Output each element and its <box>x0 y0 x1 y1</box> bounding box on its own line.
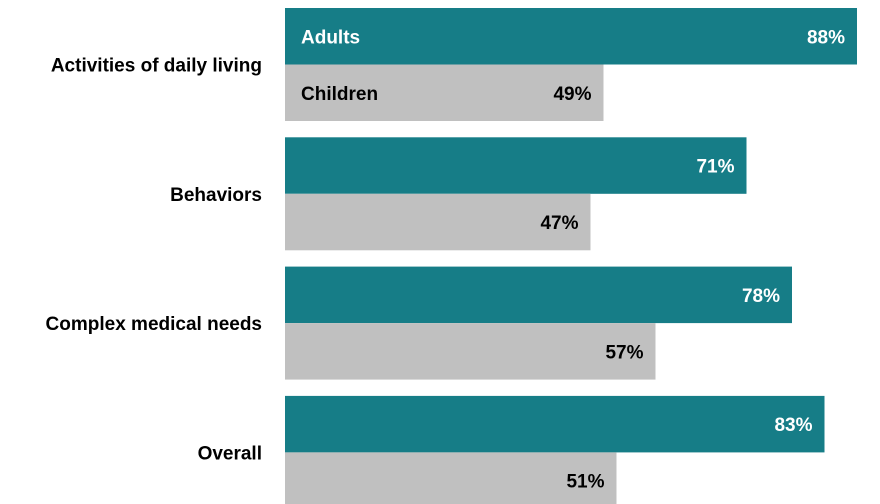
bar-children <box>285 452 617 504</box>
legend-label-children: Children <box>301 84 378 105</box>
category-label: Behaviors <box>170 185 262 206</box>
data-label: 47% <box>540 213 578 234</box>
data-label: 49% <box>553 84 591 105</box>
bar-children <box>285 323 656 380</box>
bar-children <box>285 64 604 121</box>
legend-label-adults: Adults <box>301 27 360 48</box>
data-label: 83% <box>774 415 812 436</box>
bar-adults <box>285 137 747 194</box>
bar-adults <box>285 395 825 453</box>
category-label: Activities of daily living <box>51 56 262 77</box>
data-label: 51% <box>566 472 604 493</box>
data-label: 78% <box>742 286 780 307</box>
data-label: 88% <box>807 27 845 48</box>
data-label: 57% <box>605 342 643 363</box>
category-label: Complex medical needs <box>46 314 262 335</box>
data-label: 71% <box>696 157 734 178</box>
category-label: Overall <box>198 443 262 464</box>
bar-adults <box>285 8 857 65</box>
bar-adults <box>285 266 792 324</box>
bar-children <box>285 193 591 251</box>
